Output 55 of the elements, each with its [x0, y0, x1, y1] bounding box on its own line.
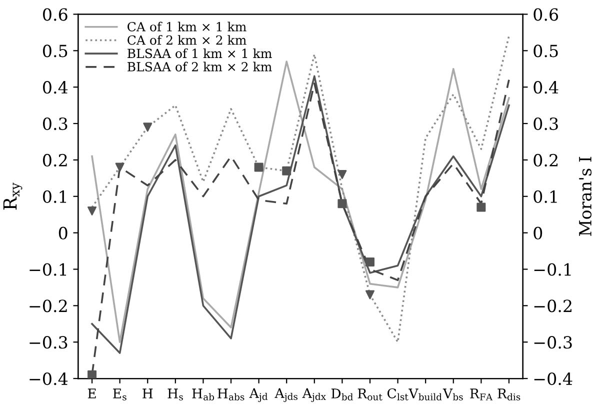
y2-axis-title: Moran's I: [579, 156, 592, 236]
point: [282, 166, 292, 176]
x-tick-label: E: [88, 388, 96, 398]
y-tick-label: 0.1: [43, 190, 66, 203]
point: [115, 162, 124, 172]
legend-label: BLSAA of 1 km × 1 km: [128, 48, 272, 58]
y-tick-label: 0.5: [43, 44, 68, 58]
y2-tick-label: −0.2: [534, 300, 572, 312]
y2-tick-label: 0.3: [534, 117, 558, 130]
y-tick-label: 0.2: [43, 154, 67, 167]
x-tick-label: V$_{bs}$: [442, 388, 463, 400]
y-tick-label: −0.2: [30, 300, 67, 312]
y2-tick-label: 0: [534, 226, 542, 240]
x-tick-label: R$_{dis}$: [498, 388, 520, 400]
y2-tick-label: −0.4: [534, 372, 572, 386]
x-tick-label: H$_{abs}$: [218, 388, 244, 400]
point: [365, 290, 374, 300]
x-tick-label: A$_{jdx}$: [302, 388, 326, 402]
point: [338, 199, 347, 208]
x-tick-label: H: [142, 388, 153, 398]
y-tick-label: 0.4: [43, 81, 68, 94]
y2-tick-label: 0.2: [534, 154, 558, 167]
x-tick-label: D$_{bd}$: [331, 388, 353, 400]
x-tick-label: H$_{s}$: [168, 388, 183, 400]
y2-tick-label: 0.6: [534, 8, 558, 21]
point: [365, 257, 374, 266]
y-tick-label: −0.4: [30, 372, 68, 386]
x-tick-label: V$_{build}$: [408, 388, 442, 400]
y-tick-label: 0: [58, 226, 68, 240]
y2-tick-label: 0.1: [534, 190, 557, 203]
x-tick-label: A$_{jd}$: [249, 388, 268, 402]
y2-tick-label: −0.1: [534, 263, 571, 276]
point: [476, 202, 486, 212]
y-tick-label: 0.3: [43, 117, 68, 130]
legend-label: CA of 2 km × 2 km: [128, 35, 246, 45]
y-tick-label: −0.3: [30, 336, 68, 349]
x-tick-label: R$_{out}$: [358, 388, 382, 400]
y2-tick-label: −0.3: [534, 336, 572, 349]
x-tick-label: A$_{jds}$: [274, 388, 298, 402]
y2-tick-label: 0.5: [534, 44, 558, 58]
legend-label: CA of 1 km × 1 km: [128, 22, 246, 32]
point: [143, 122, 152, 132]
y-axis-title: R$_{xy}$: [3, 182, 22, 210]
legend-label: BLSAA of 2 km × 2 km: [128, 62, 272, 72]
x-tick-label: E$_{s}$: [113, 388, 126, 400]
point: [88, 370, 97, 379]
point: [338, 170, 347, 180]
x-tick-label: H$_{ab}$: [192, 388, 214, 400]
y2-tick-label: 0.4: [534, 81, 558, 94]
y-tick-label: −0.1: [30, 263, 66, 276]
y-tick-label: 0.6: [43, 8, 68, 21]
x-tick-label: C$_{lst}$: [388, 388, 408, 400]
point: [88, 206, 97, 216]
x-tick-label: R$_{FA}$: [470, 388, 493, 400]
point: [254, 162, 264, 172]
